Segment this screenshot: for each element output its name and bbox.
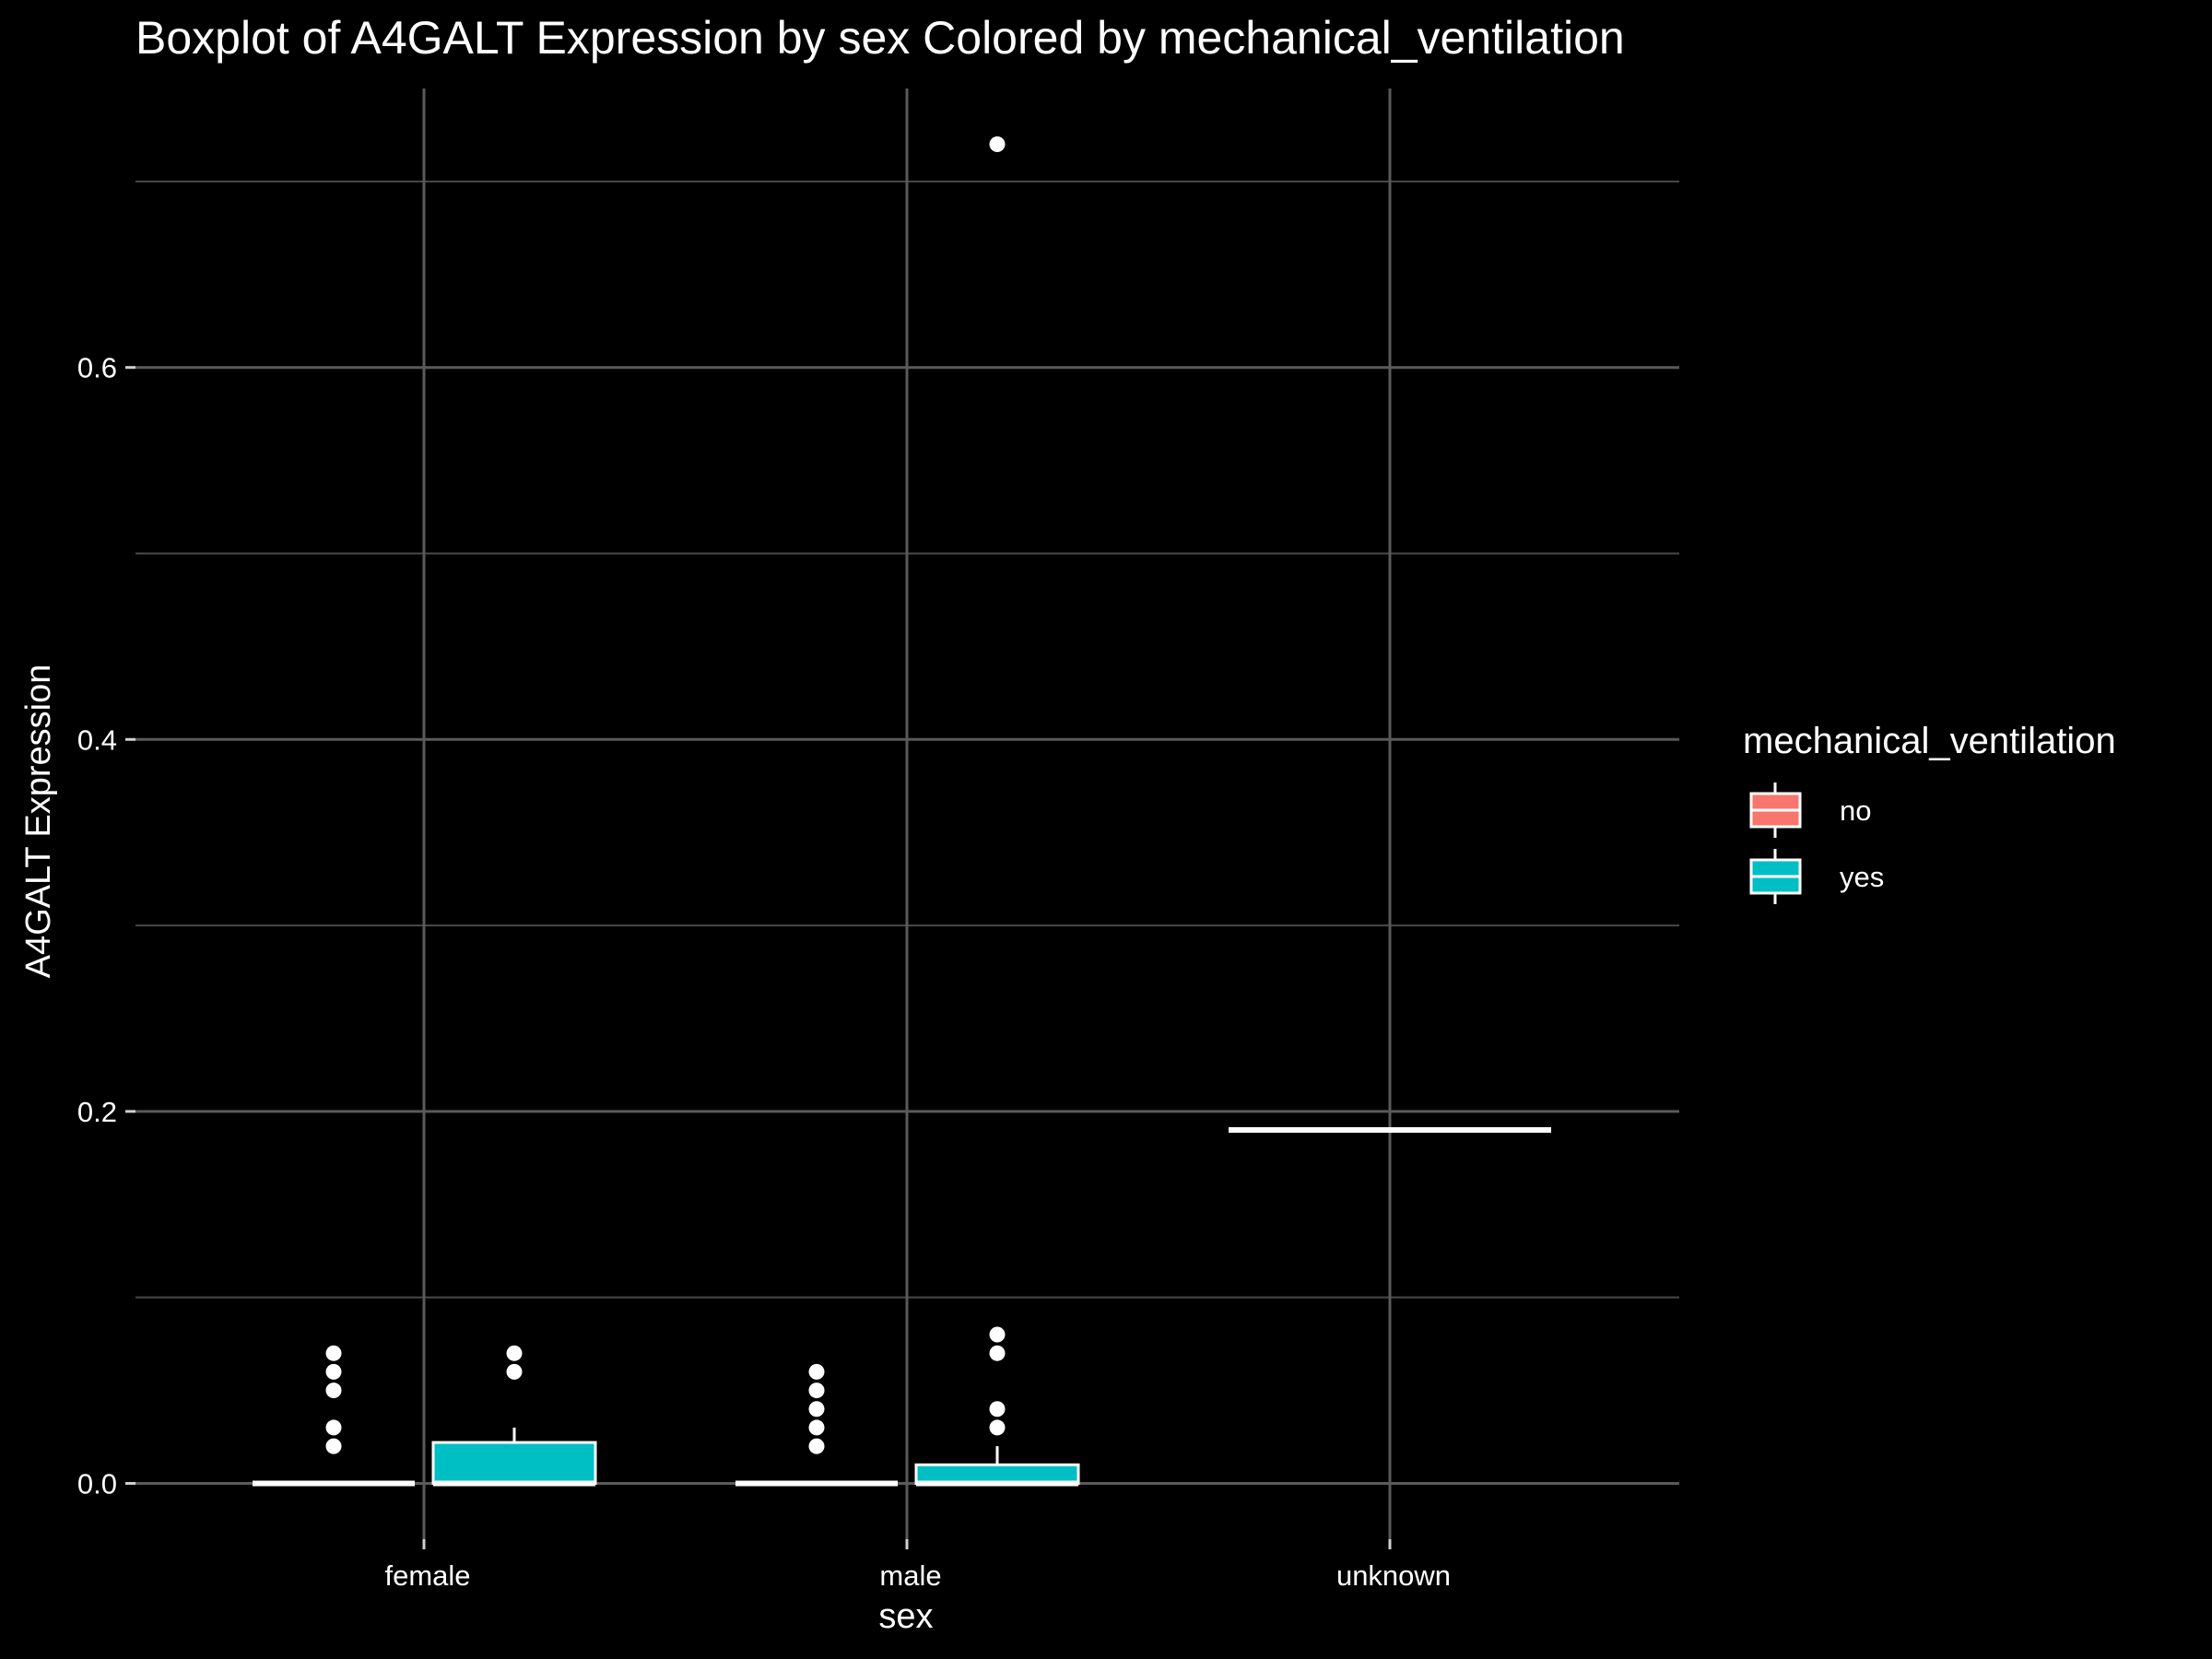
legend-item-no: no bbox=[1749, 782, 1871, 838]
outlier-point-yes-male-1 bbox=[989, 1401, 1006, 1418]
legend-title: mechanical_ventilation bbox=[1743, 721, 2116, 761]
outlier-point-yes-female-0 bbox=[506, 1363, 523, 1380]
outlier-point-no-male-1 bbox=[808, 1419, 825, 1436]
x-axis-title: sex bbox=[878, 1597, 933, 1636]
outlier-point-yes-male-4 bbox=[989, 136, 1006, 153]
y-tick-label-1: 0.2 bbox=[77, 1096, 117, 1128]
x-tick-label-male: male bbox=[879, 1559, 941, 1592]
outlier-point-no-female-1 bbox=[325, 1419, 342, 1436]
outlier-point-no-female-3 bbox=[325, 1363, 342, 1380]
outlier-point-no-male-0 bbox=[808, 1438, 825, 1454]
outlier-point-no-male-2 bbox=[808, 1401, 825, 1418]
chart-title: Boxplot of A4GALT Expression by sex Colo… bbox=[135, 12, 1625, 64]
outlier-point-no-female-0 bbox=[325, 1438, 342, 1454]
box-layer bbox=[253, 136, 1551, 1487]
outlier-point-yes-male-0 bbox=[989, 1419, 1006, 1436]
legend-label-yes: yes bbox=[1840, 861, 1884, 893]
grid-layer bbox=[135, 88, 1679, 1539]
y-tick-label-0: 0.0 bbox=[77, 1467, 117, 1500]
box-no-female bbox=[253, 1345, 415, 1487]
outlier-point-no-male-4 bbox=[808, 1363, 825, 1380]
y-axis-title: A4GALT Expression bbox=[19, 665, 58, 979]
x-tick-label-unknown: unknown bbox=[1336, 1559, 1451, 1592]
box-body-yes-male bbox=[914, 1463, 1080, 1485]
box-body-yes-female bbox=[431, 1441, 597, 1485]
x-tick-label-female: female bbox=[384, 1559, 470, 1592]
y-tick-label-3: 0.6 bbox=[77, 352, 117, 384]
box-yes-female bbox=[431, 1345, 597, 1487]
legend: mechanical_ventilation no yes bbox=[1743, 721, 2116, 904]
outlier-point-yes-female-1 bbox=[506, 1345, 523, 1361]
legend-label-no: no bbox=[1840, 794, 1871, 827]
outlier-point-yes-male-3 bbox=[989, 1326, 1006, 1343]
outlier-point-no-female-4 bbox=[325, 1345, 342, 1361]
box-no-male bbox=[735, 1363, 898, 1487]
axis-layer: 0.0 0.2 0.4 0.6 female male unknown bbox=[77, 352, 1451, 1592]
y-tick-label-2: 0.4 bbox=[77, 724, 117, 756]
outlier-point-yes-male-2 bbox=[989, 1345, 1006, 1361]
outlier-point-no-female-2 bbox=[325, 1382, 342, 1399]
outlier-point-no-male-3 bbox=[808, 1382, 825, 1399]
legend-item-yes: yes bbox=[1749, 849, 1884, 904]
box-yes-male bbox=[914, 136, 1080, 1487]
